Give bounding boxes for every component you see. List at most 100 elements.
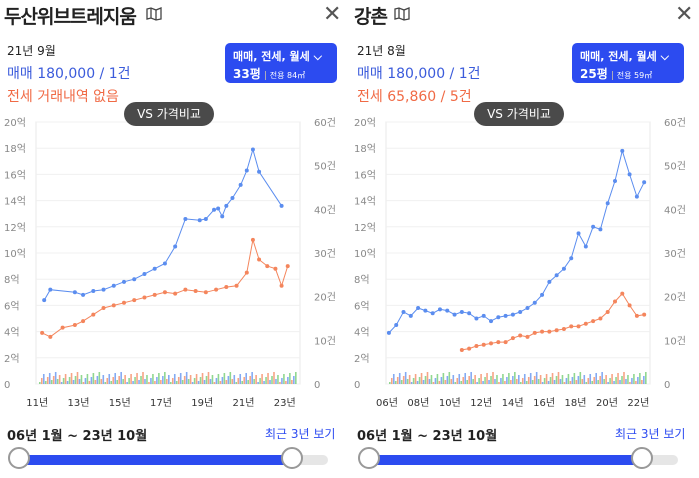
jeonse-summary: 전세 거래내역 없음	[7, 89, 119, 105]
sale-summary: 매매 180,000 / 1건	[357, 66, 481, 82]
volume-bar	[420, 373, 423, 384]
volume-bar	[533, 376, 536, 384]
filter-type-label: 매매, 전세, 월세	[580, 50, 657, 63]
volume-bar	[617, 373, 619, 384]
data-point	[605, 201, 610, 206]
data-point	[220, 214, 225, 219]
volume-bar	[128, 378, 130, 384]
range-start-handle[interactable]	[358, 447, 380, 469]
volume-bar	[577, 376, 580, 384]
data-point	[132, 277, 137, 282]
data-point	[416, 306, 421, 311]
volume-bar	[460, 381, 463, 384]
data-point	[122, 279, 126, 284]
volume-bar	[239, 374, 242, 384]
deal-filter-button[interactable]: 매매, 전세, 월세 ⌵ 33평 전용 84㎡	[225, 43, 337, 83]
data-point	[257, 169, 262, 174]
data-point	[437, 307, 442, 312]
recent-3y-link[interactable]: 최근 3년 보기	[615, 427, 686, 441]
volume-bar	[185, 372, 188, 384]
y-left-tick: 4억	[354, 327, 370, 339]
y-right-tick: 50건	[314, 161, 336, 173]
apartment-panel-1: 두산위브트레지움 ✕ 21년 9월 매매 180,000 / 1건 전세 거래내…	[0, 0, 349, 478]
volume-bar	[287, 377, 289, 384]
y-right-tick: 30건	[314, 248, 336, 260]
volume-bar	[108, 374, 111, 384]
volume-bar	[52, 376, 55, 384]
data-point	[40, 330, 45, 335]
volume-bar	[62, 378, 65, 384]
y-left-tick: 0	[354, 380, 360, 391]
data-point	[122, 300, 126, 305]
data-point	[101, 306, 106, 311]
y-right-tick: 20건	[664, 292, 686, 304]
data-point	[72, 323, 77, 328]
data-point	[265, 264, 270, 269]
x-tick: 20년	[596, 397, 618, 409]
data-point	[496, 315, 501, 320]
data-point	[250, 237, 255, 242]
close-icon[interactable]: ✕	[323, 2, 342, 27]
data-point	[408, 313, 413, 318]
range-end-handle[interactable]	[631, 447, 653, 469]
vs-compare-button[interactable]: VS 가격비교	[124, 102, 214, 126]
volume-bar	[521, 378, 524, 384]
data-point	[510, 336, 515, 341]
data-point	[273, 266, 278, 271]
data-point	[481, 342, 486, 347]
volume-bar	[179, 373, 182, 384]
y-right-tick: 0	[314, 380, 320, 391]
volume-bar	[120, 372, 122, 384]
map-icon[interactable]	[394, 7, 410, 21]
deal-filter-button[interactable]: 매매, 전세, 월세 ⌵ 25평 전용 59㎡	[572, 43, 684, 83]
range-end-handle[interactable]	[281, 447, 303, 469]
volume-bar	[80, 375, 83, 384]
volume-bar	[263, 381, 265, 384]
volume-bar	[134, 377, 136, 384]
chevron-down-icon: ⌵	[660, 50, 669, 63]
volume-bar	[281, 378, 283, 384]
volume-bar	[442, 373, 445, 384]
volume-bar	[227, 376, 230, 384]
volume-bar	[48, 373, 51, 384]
volume-bar	[426, 372, 429, 384]
vs-compare-button[interactable]: VS 가격비교	[474, 102, 564, 126]
volume-bar	[605, 375, 607, 384]
volume-bar	[56, 379, 59, 384]
data-point	[634, 194, 639, 199]
data-point	[554, 273, 559, 278]
volume-bar	[490, 376, 492, 384]
volume-bar	[424, 376, 427, 384]
data-point	[216, 206, 221, 211]
data-point	[394, 323, 399, 328]
data-point	[634, 313, 639, 318]
volume-bar	[595, 373, 597, 384]
y-left-tick: 12억	[4, 222, 26, 234]
volume-bar	[245, 373, 247, 384]
volume-bar	[126, 382, 128, 384]
sale-summary: 매매 180,000 / 1건	[7, 66, 131, 82]
y-right-tick: 60건	[314, 117, 336, 129]
volume-bar	[219, 381, 222, 384]
data-point	[532, 330, 537, 335]
volume-bar	[418, 377, 421, 384]
data-point	[203, 290, 208, 295]
y-right-tick: 50건	[664, 161, 686, 173]
y-left-tick: 6억	[354, 300, 370, 312]
close-icon[interactable]: ✕	[675, 2, 694, 27]
volume-bar	[110, 381, 113, 384]
range-start-handle[interactable]	[8, 447, 30, 469]
volume-bar	[480, 374, 482, 384]
recent-3y-link[interactable]: 최근 3년 보기	[265, 427, 336, 441]
volume-bar	[645, 372, 647, 384]
volume-bar	[76, 372, 79, 384]
volume-bar	[46, 377, 49, 384]
map-icon[interactable]	[146, 7, 162, 21]
x-tick: 13년	[68, 397, 90, 409]
y-left-tick: 10억	[4, 248, 26, 260]
volume-bar	[555, 376, 558, 384]
period-label: 06년 1월 ~ 23년 10월	[357, 429, 498, 444]
data-point	[401, 309, 406, 314]
volume-bar	[414, 374, 417, 384]
volume-bar	[609, 378, 611, 384]
